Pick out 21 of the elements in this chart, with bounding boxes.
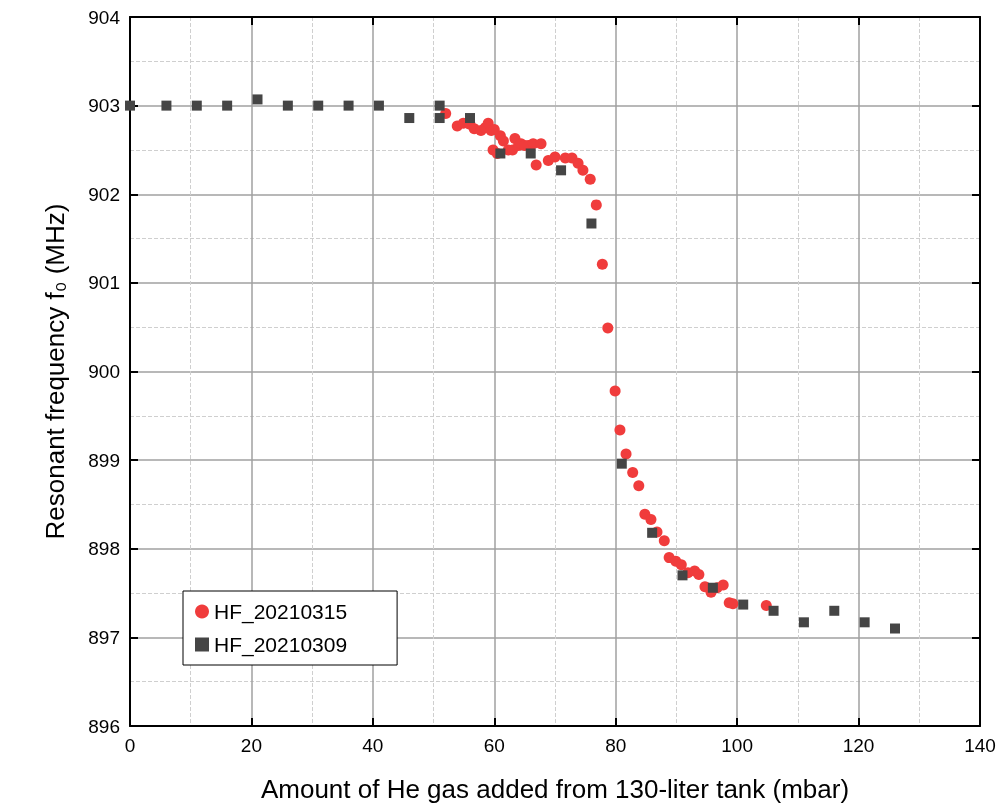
y-tick-label: 900 bbox=[88, 361, 120, 382]
legend-label: HF_20210309 bbox=[214, 633, 348, 657]
x-axis-title: Amount of He gas added from 130-liter tank (mbar) bbox=[260, 774, 850, 804]
y-axis-title: Resonant frequency f₀ (MHz) bbox=[40, 203, 70, 540]
y-tick-label: 903 bbox=[88, 95, 120, 117]
x-tick-label: 0 bbox=[124, 735, 136, 756]
x-tick-label: 20 bbox=[240, 735, 262, 756]
y-tick-label: 896 bbox=[88, 715, 120, 737]
y-tick-label: 904 bbox=[88, 6, 121, 28]
x-tick-label: 120 bbox=[842, 735, 875, 756]
y-tick-label: 901 bbox=[88, 272, 120, 294]
y-tick-label: 898 bbox=[88, 538, 120, 560]
x-tick-label: 140 bbox=[964, 735, 996, 756]
x-tick-label: 60 bbox=[483, 735, 505, 756]
legend-label: HF_20210315 bbox=[214, 600, 348, 624]
x-tick-label: 80 bbox=[605, 735, 627, 756]
y-tick-label: 899 bbox=[88, 449, 120, 471]
y-tick-label: 902 bbox=[88, 183, 120, 205]
x-tick-label: 40 bbox=[362, 735, 384, 756]
y-tick-label: 897 bbox=[88, 626, 120, 648]
x-tick-label: 100 bbox=[721, 735, 753, 756]
